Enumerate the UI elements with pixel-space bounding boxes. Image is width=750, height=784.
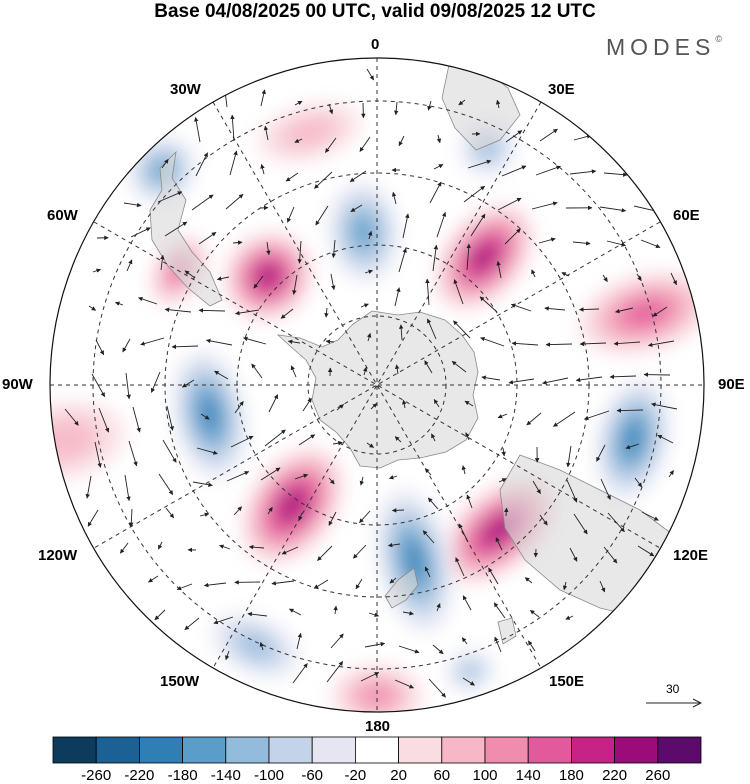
colorbar-swatch xyxy=(399,737,442,763)
colorbar-tick-label: 140 xyxy=(516,767,541,784)
lon-label-90e: 90E xyxy=(718,376,745,393)
colorbar-swatch xyxy=(53,737,96,763)
colorbar-swatch xyxy=(571,737,614,763)
colorbar-tick-label: -180 xyxy=(168,767,198,784)
colorbar-tick-label: 60 xyxy=(433,767,450,784)
colorbar-swatch xyxy=(355,737,398,763)
colorbar-tick-label: -140 xyxy=(211,767,241,784)
colorbar-swatch xyxy=(183,737,226,763)
colorbar-tick-label: 180 xyxy=(559,767,584,784)
colorbar-tick-label: -100 xyxy=(254,767,284,784)
reference-vector: 30 xyxy=(644,682,706,712)
colorbar-tick-label: 100 xyxy=(472,767,497,784)
lon-label-0: 0 xyxy=(371,36,379,53)
lon-label-120w: 120W xyxy=(38,547,77,564)
reference-arrow-icon xyxy=(646,698,702,708)
lon-label-150e: 150E xyxy=(549,673,584,690)
colorbar-swatch xyxy=(139,737,182,763)
colorbar-swatch xyxy=(312,737,355,763)
polar-map xyxy=(0,0,750,730)
lon-label-60w: 60W xyxy=(47,207,78,224)
colorbar-swatch xyxy=(442,737,485,763)
lon-label-30w: 30W xyxy=(170,81,201,98)
colorbar-swatch xyxy=(528,737,571,763)
colorbar-tick-label: 20 xyxy=(390,767,407,784)
lon-label-60e: 60E xyxy=(673,207,700,224)
wind-arrow xyxy=(392,510,404,511)
colorbar-swatch xyxy=(226,737,269,763)
colorbar-tick-label: -220 xyxy=(124,767,154,784)
colorbar-swatch xyxy=(96,737,139,763)
colorbar xyxy=(52,736,702,764)
colorbar-tick-label: -260 xyxy=(81,767,111,784)
lon-label-120e: 120E xyxy=(673,547,708,564)
lon-label-90w: 90W xyxy=(2,376,33,393)
lon-label-180: 180 xyxy=(365,718,390,735)
colorbar-tick-label: 220 xyxy=(602,767,627,784)
colorbar-tick-label: -60 xyxy=(301,767,323,784)
anomaly-contour xyxy=(358,683,395,708)
colorbar-swatch xyxy=(485,737,528,763)
lon-label-150w: 150W xyxy=(160,673,199,690)
colorbar-swatch xyxy=(615,737,658,763)
wind-arrow xyxy=(506,508,507,516)
colorbar-tick-label: -20 xyxy=(345,767,367,784)
reference-vector-value: 30 xyxy=(666,682,679,696)
colorbar-tick-label: 260 xyxy=(645,767,670,784)
lon-label-30e: 30E xyxy=(548,81,575,98)
colorbar-swatch xyxy=(269,737,312,763)
colorbar-swatch xyxy=(658,737,701,763)
